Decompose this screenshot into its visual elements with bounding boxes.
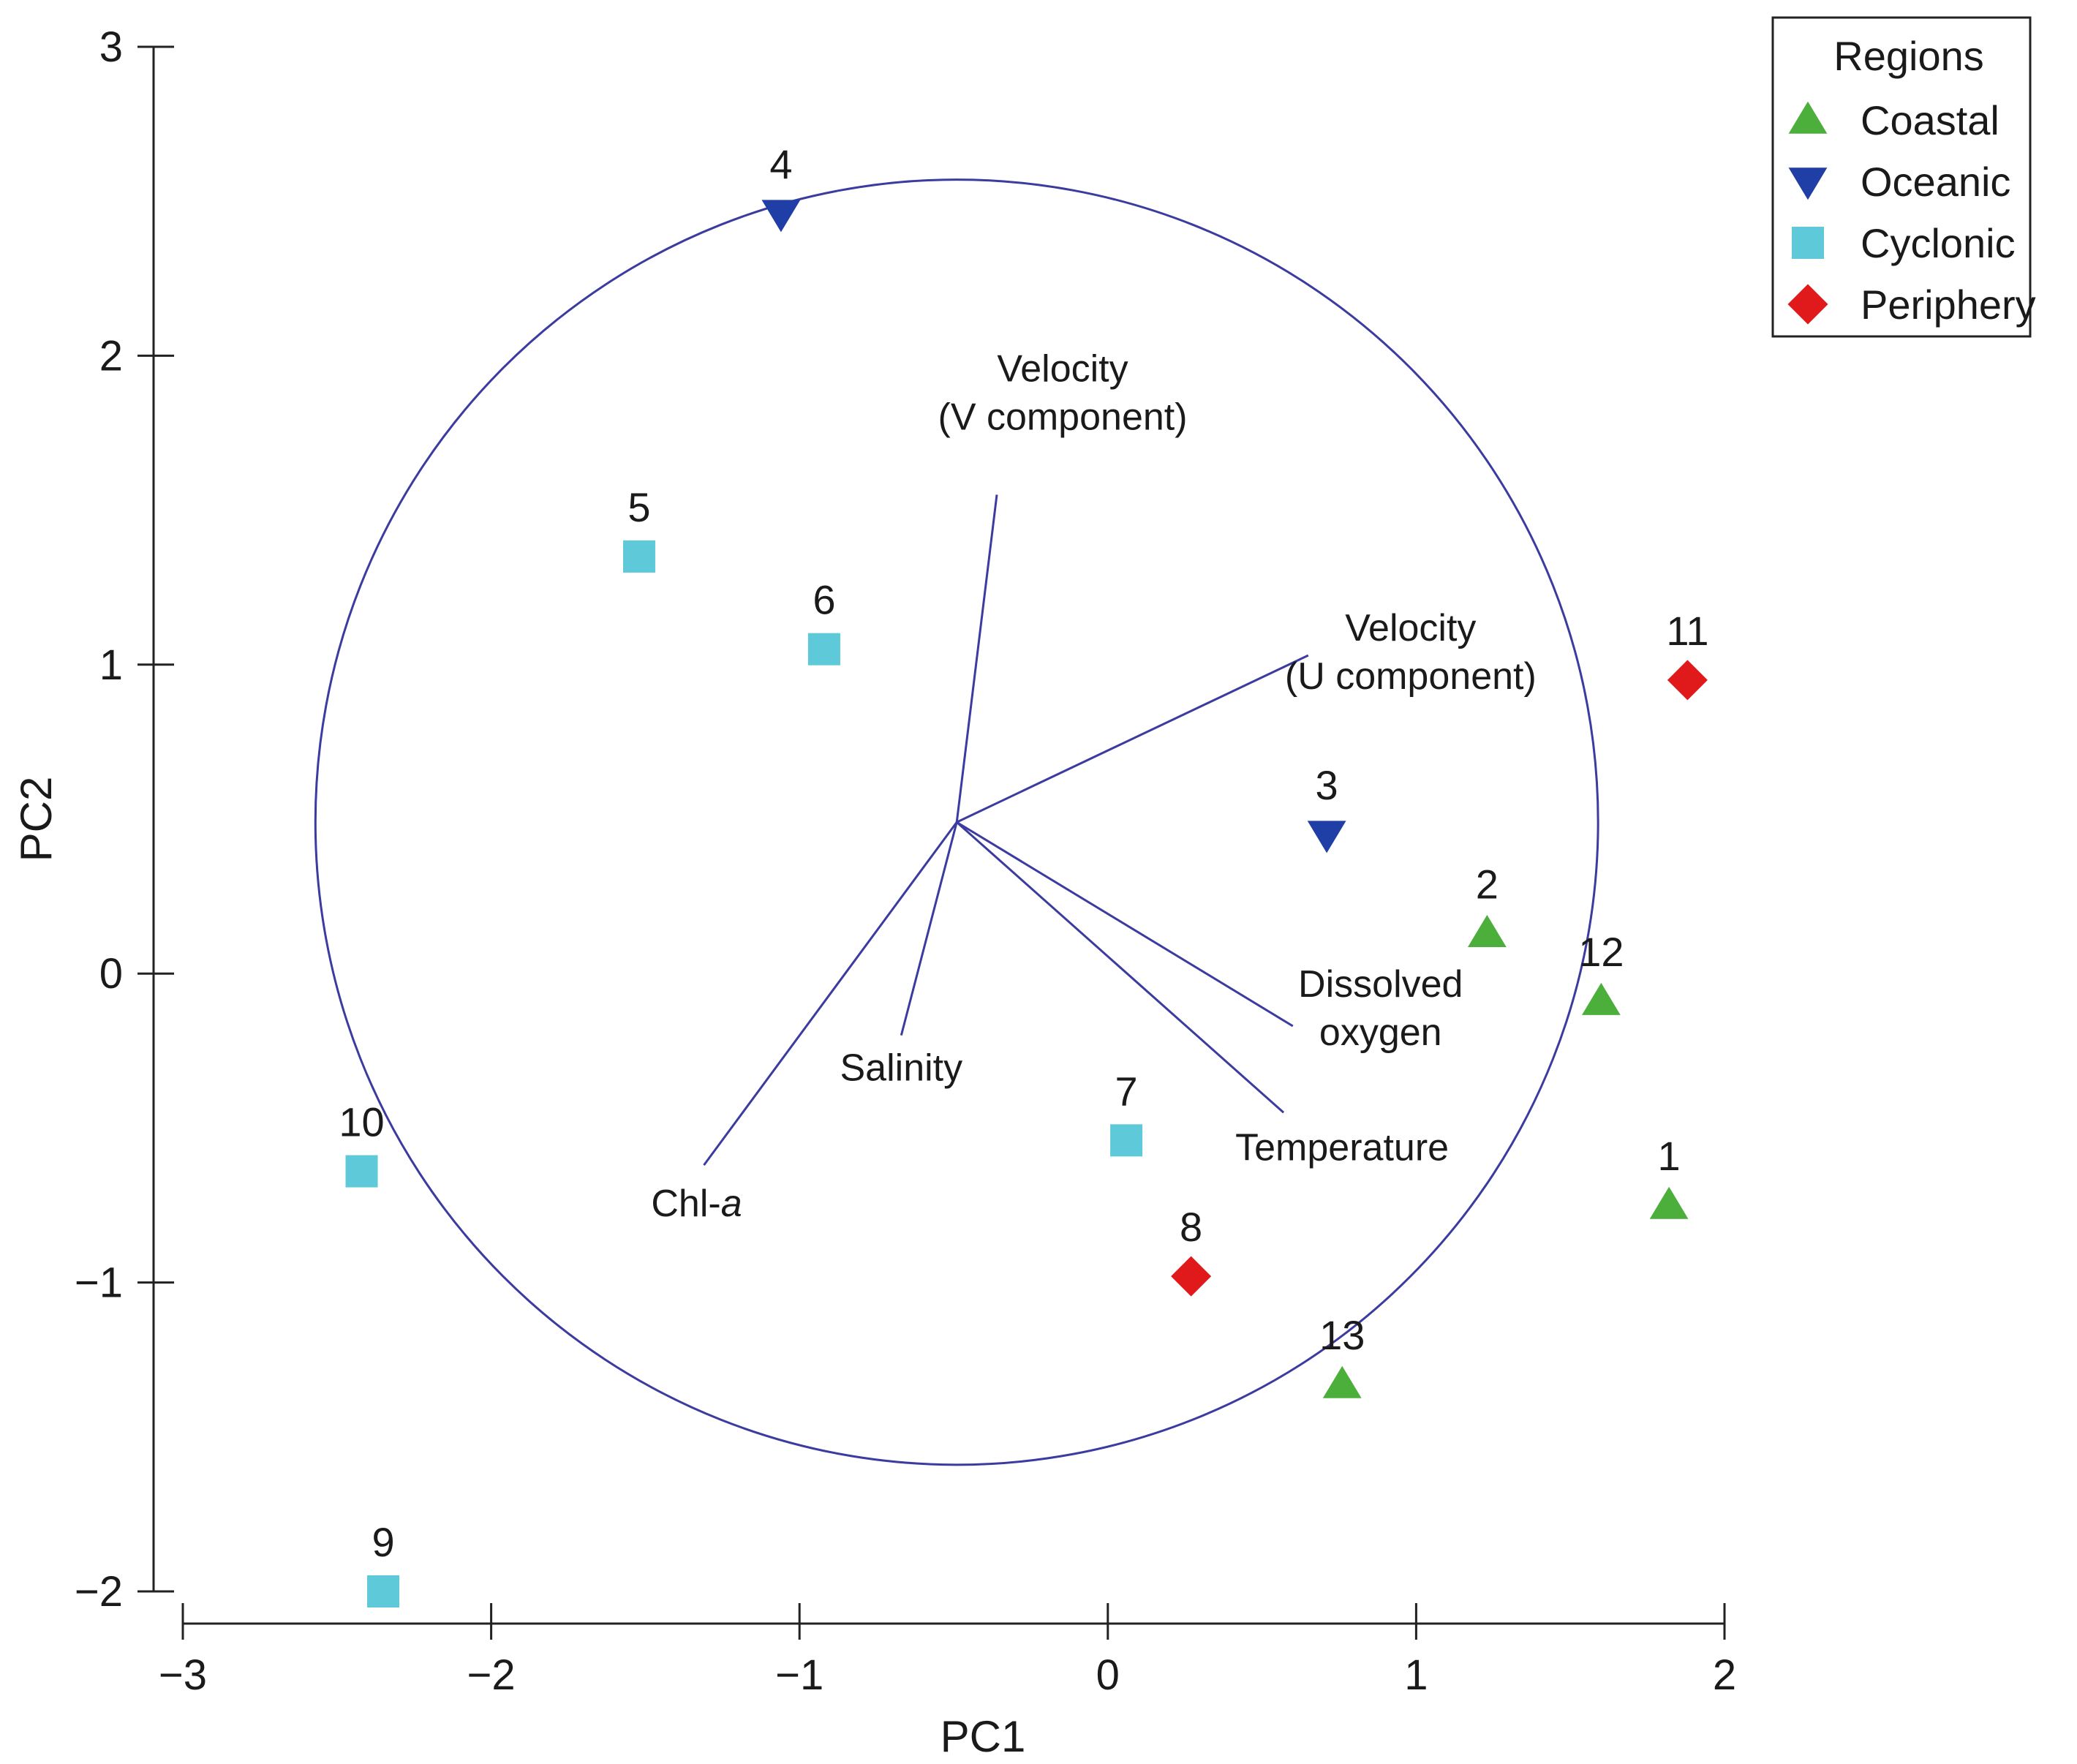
data-point-4 <box>761 200 801 233</box>
data-point-9 <box>367 1575 400 1607</box>
x-tick-label: −2 <box>467 1651 516 1699</box>
data-point-label-6: 6 <box>813 577 835 623</box>
data-point-label-9: 9 <box>372 1519 394 1565</box>
x-axis-title: PC1 <box>941 1712 1026 1761</box>
loading-label-line: (V component) <box>938 396 1188 438</box>
legend-marker-oceanic <box>1788 167 1828 200</box>
y-tick-label: 1 <box>99 641 123 689</box>
data-point-1 <box>1649 1186 1689 1219</box>
legend-entry-oceanic: Oceanic <box>1788 159 2010 205</box>
loading-label-line: oxygen <box>1319 1011 1442 1054</box>
series-cyclonic: 5 6 7 9 10 <box>339 484 1143 1607</box>
correlation-circle <box>314 178 1599 1466</box>
legend-label-coastal: Coastal <box>1861 97 1999 143</box>
loading-label-line: Temperature <box>1235 1126 1449 1169</box>
loading-label-dissolved-oxygen: Dissolved oxygen <box>1298 963 1463 1054</box>
loading-label-temperature: Temperature <box>1235 1126 1449 1169</box>
data-point-label-11: 11 <box>1666 608 1708 654</box>
legend-label-oceanic: Oceanic <box>1861 159 2010 205</box>
y-tick-label: 3 <box>99 23 123 71</box>
series-periphery: 8 11 <box>1171 608 1708 1297</box>
data-point-label-5: 5 <box>627 484 650 530</box>
data-point-7 <box>1110 1124 1143 1157</box>
data-point-11 <box>1667 660 1708 701</box>
data-point-label-4: 4 <box>769 141 792 187</box>
y-tick-label: −1 <box>75 1259 123 1307</box>
legend-label-cyclonic: Cyclonic <box>1861 220 2016 266</box>
loading-label-line: Salinity <box>840 1047 963 1090</box>
loading-label-line: Dissolved <box>1298 963 1463 1006</box>
loading-vector-chl-a <box>703 821 958 1166</box>
loading-vector-velocity-u-component <box>956 654 1309 823</box>
y-tick-label: 2 <box>99 332 123 380</box>
loading-label-chl-a: Chl-a <box>651 1183 742 1225</box>
loading-label-velocity-v-component: Velocity (V component) <box>938 347 1188 438</box>
legend-entry-coastal: Coastal <box>1788 97 1999 143</box>
correlation-circle-layer <box>314 178 1599 1466</box>
legend-marker-cyclonic <box>1792 227 1824 259</box>
x-tick-label: 0 <box>1096 1651 1120 1699</box>
loading-label-velocity-u-component: Velocity (U component) <box>1285 607 1537 698</box>
loading-vector-dissolved-oxygen <box>956 821 1294 1028</box>
data-point-2 <box>1467 914 1507 947</box>
data-point-5 <box>622 540 655 573</box>
legend-label-periphery: Periphery <box>1861 282 2036 328</box>
data-point-label-8: 8 <box>1180 1204 1202 1250</box>
loading-vector-temperature <box>956 821 1285 1114</box>
legend-marker-periphery <box>1787 284 1828 325</box>
data-point-3 <box>1307 821 1346 853</box>
loading-vectors: Velocity (V component) Velocity (U componen… <box>651 347 1536 1225</box>
legend: Regions Coastal Oceanic Cyclonic Periphery <box>1771 16 2036 338</box>
x-tick-label: 1 <box>1404 1651 1428 1699</box>
y-axis-title: PC2 <box>12 777 61 862</box>
loading-label-line: Chl- <box>651 1183 720 1225</box>
data-point-label-10: 10 <box>339 1099 384 1145</box>
data-point-6 <box>807 633 840 666</box>
loading-vector-velocity-v-component <box>955 494 998 823</box>
data-point-8 <box>1171 1256 1212 1297</box>
loading-vector-salinity <box>900 821 958 1036</box>
x-tick-label: 2 <box>1713 1651 1736 1699</box>
x-tick-label: −3 <box>159 1651 207 1699</box>
data-point-label-7: 7 <box>1115 1068 1138 1114</box>
loading-label-line: Velocity <box>1345 607 1476 649</box>
data-point-label-12: 12 <box>1578 929 1624 975</box>
legend-title: Regions <box>1833 33 1983 79</box>
data-point-label-1: 1 <box>1658 1133 1681 1179</box>
data-point-label-13: 13 <box>1319 1312 1365 1358</box>
loading-label-line: a <box>721 1183 742 1225</box>
data-point-label-2: 2 <box>1476 861 1499 907</box>
loading-label-line: (U component) <box>1285 655 1537 698</box>
series-oceanic: 34 <box>761 141 1346 853</box>
legend-entry-cyclonic: Cyclonic <box>1792 220 2016 266</box>
loading-label-line: Velocity <box>997 347 1128 390</box>
data-point-12 <box>1581 982 1621 1015</box>
legend-entry-periphery: Periphery <box>1787 282 2036 328</box>
legend-marker-coastal <box>1788 101 1828 134</box>
x-tick-label: −1 <box>775 1651 823 1699</box>
data-point-13 <box>1322 1365 1362 1398</box>
data-point-label-3: 3 <box>1316 762 1338 808</box>
y-tick-label: 0 <box>99 950 123 998</box>
y-tick-label: −2 <box>75 1568 123 1616</box>
data-point-10 <box>345 1155 378 1188</box>
loading-label-salinity: Salinity <box>840 1047 963 1090</box>
